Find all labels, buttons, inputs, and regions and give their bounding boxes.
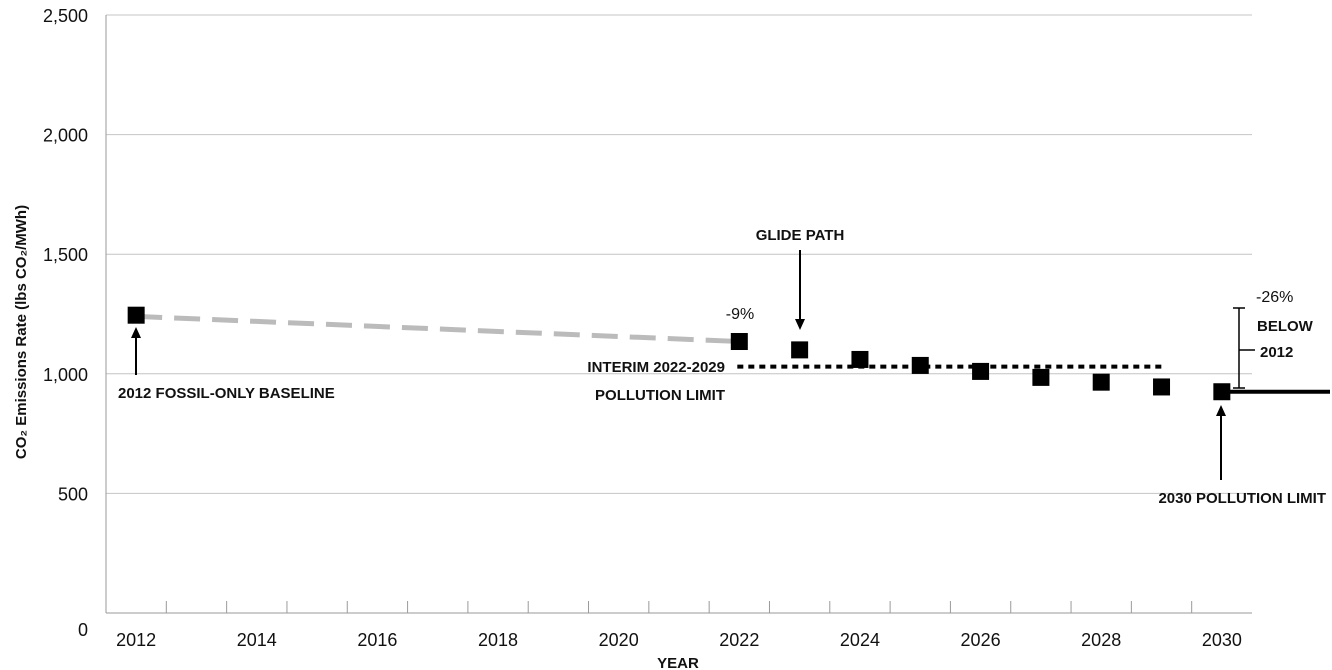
final-limit-arrowhead — [1216, 405, 1226, 416]
data-point — [127, 306, 145, 324]
x-tick-label: 2020 — [599, 630, 639, 650]
data-point — [1213, 383, 1231, 401]
baseline-label: 2012 FOSSIL-ONLY BASELINE — [118, 385, 335, 402]
baseline-trend-line — [136, 313, 740, 345]
reduction-2030-label-line2: BELOW — [1257, 318, 1314, 335]
baseline-arrowhead — [131, 327, 141, 338]
reduction-2030-label-line3: 2012 — [1260, 344, 1293, 361]
x-axis-ticks — [165, 601, 1193, 613]
glide-path-label: GLIDE PATH — [756, 227, 845, 244]
data-point — [730, 333, 748, 351]
y-tick-label: 2,000 — [43, 126, 88, 146]
data-points — [127, 306, 1231, 401]
data-point — [1153, 378, 1171, 396]
x-tick-label: 2026 — [961, 630, 1001, 650]
gridlines — [105, 14, 1252, 614]
y-axis-tick-labels: 0 500 1,000 1,500 2,000 2,500 — [43, 6, 88, 640]
x-axis-title: YEAR — [657, 655, 699, 670]
reduction-2022-label: -9% — [726, 306, 754, 323]
x-tick-label: 2030 — [1202, 630, 1242, 650]
final-limit-label: 2030 POLLUTION LIMIT — [1158, 490, 1326, 507]
y-tick-label: 1,000 — [43, 365, 88, 385]
x-tick-label: 2018 — [478, 630, 518, 650]
y-axis-title: CO₂ Emissions Rate (lbs CO₂/MWh) — [13, 205, 30, 459]
x-tick-label: 2012 — [116, 630, 156, 650]
x-axis-tick-labels: 2012 2014 2016 2018 2020 2022 2024 2026 2028 2030 — [116, 630, 1242, 650]
x-tick-label: 2014 — [237, 630, 277, 650]
data-point — [911, 356, 929, 374]
y-tick-label: 500 — [58, 484, 88, 504]
x-tick-label: 2028 — [1081, 630, 1121, 650]
annotation-marks — [131, 250, 1255, 480]
x-tick-label: 2016 — [357, 630, 397, 650]
glide-path-arrowhead — [795, 319, 805, 330]
y-tick-label: 0 — [78, 620, 88, 640]
y-tick-label: 2,500 — [43, 6, 88, 26]
data-point — [1092, 373, 1110, 391]
data-point — [851, 350, 869, 368]
interim-limit-label-line1: INTERIM 2022-2029 — [587, 359, 725, 376]
x-tick-label: 2024 — [840, 630, 880, 650]
data-point — [791, 341, 809, 359]
x-tick-label: 2022 — [719, 630, 759, 650]
interim-limit-label-line2: POLLUTION LIMIT — [595, 387, 725, 404]
reduction-bracket — [1233, 307, 1255, 389]
reduction-2030-label-line1: -26% — [1256, 289, 1293, 306]
data-point — [972, 362, 990, 380]
y-tick-label: 1,500 — [43, 245, 88, 265]
reference-lines — [136, 313, 1330, 394]
data-point — [1032, 368, 1050, 386]
